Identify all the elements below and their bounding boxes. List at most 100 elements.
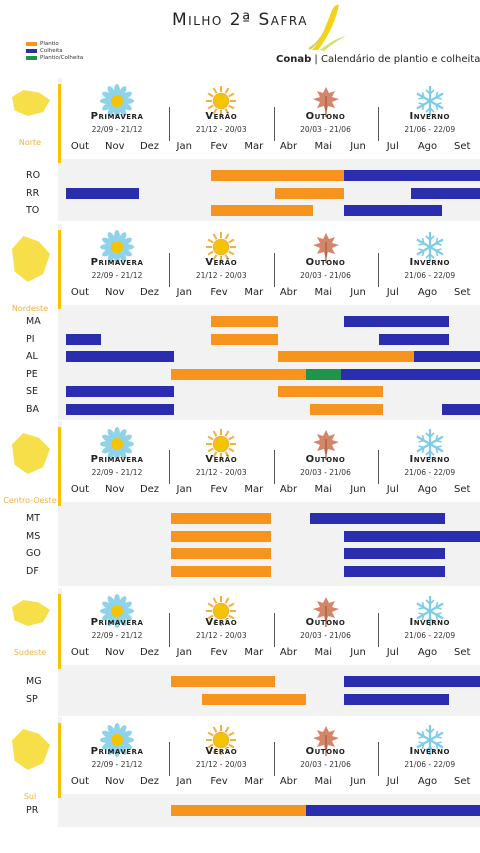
season-name: Inverno: [409, 454, 450, 465]
bar-colheita: [344, 548, 446, 559]
season-name: Outono: [305, 746, 346, 757]
header: Milho 2ª Safra Plantio Colheita Plantio/Co…: [0, 0, 480, 80]
divider: [58, 427, 61, 506]
state-row: SE: [0, 386, 480, 398]
month-label: Ago: [417, 647, 438, 658]
snowflake-icon: [416, 429, 444, 459]
month-label: Nov: [104, 776, 125, 787]
season-divider: [273, 450, 275, 484]
legend-item: Colheita: [26, 47, 83, 54]
state-label: SP: [26, 693, 38, 705]
season-name: Primavera: [90, 111, 144, 122]
region-panel: Sul: [0, 717, 58, 827]
divider: [58, 84, 61, 163]
month-label: Jul: [386, 141, 399, 152]
month-label: Ago: [417, 141, 438, 152]
bar-plantio: [170, 805, 307, 816]
season-dates: 21/06 - 22/09: [404, 760, 456, 769]
page-subtitle: Conab | Calendário de plantio e colheita: [276, 54, 480, 65]
season-dates: 21/06 - 22/09: [404, 271, 456, 280]
flower-icon: [100, 427, 134, 461]
month-label: Jun: [350, 141, 366, 152]
bar-plantio: [170, 513, 272, 524]
bar-plantio-colheita: [306, 368, 341, 380]
map-sudeste-icon: [12, 600, 50, 626]
season-dates: 20/03 - 21/06: [300, 271, 351, 280]
flower-icon: [100, 230, 134, 264]
legend-label: Plantio: [40, 40, 59, 47]
month-label: Set: [454, 776, 471, 787]
season-dates: 21/12 - 20/03: [195, 125, 247, 134]
season-name: Verão: [205, 111, 238, 122]
season-name: Inverno: [409, 617, 450, 628]
season-name: Outono: [305, 257, 346, 268]
month-label: Mai: [314, 776, 333, 787]
season-name: Verão: [205, 257, 238, 268]
legend-item: Plantio/Colheita: [26, 54, 83, 61]
month-label: Abr: [279, 287, 298, 298]
month-label: Dez: [139, 484, 160, 495]
map-norte-icon: [12, 90, 50, 116]
state-row: PR: [0, 805, 480, 817]
month-label: Set: [454, 647, 471, 658]
season-panel: Primavera 22/09 - 21/12 Verão 21/12 - 20/03…: [62, 224, 480, 305]
season-dates: 22/09 - 21/12: [91, 760, 143, 769]
season-divider: [169, 253, 171, 287]
season-dates: 21/12 - 20/03: [195, 631, 247, 640]
month-label: Abr: [279, 484, 298, 495]
season-divider: [377, 450, 379, 484]
season-divider: [169, 742, 171, 776]
legend: Plantio Colheita Plantio/Colheita: [26, 40, 83, 61]
month-label: Jun: [350, 776, 366, 787]
state-label: GO: [26, 548, 41, 559]
bar-colheita: [66, 333, 102, 345]
bar-colheita: [344, 676, 480, 687]
bar-colheita: [66, 386, 175, 397]
bar-colheita: [410, 187, 480, 199]
season-dates: 22/09 - 21/12: [91, 468, 143, 477]
state-row: RR: [0, 187, 480, 200]
region-panel: Norte: [0, 78, 58, 221]
season-divider: [377, 253, 379, 287]
season-dates: 21/12 - 20/03: [195, 468, 247, 477]
month-label: Mar: [244, 141, 264, 152]
state-row: BA: [0, 403, 480, 416]
season-name: Verão: [205, 454, 238, 465]
state-label: MG: [26, 676, 42, 687]
season-dates: 22/09 - 21/12: [91, 271, 143, 280]
season-divider: [273, 742, 275, 776]
region-panel: Centro-Oeste: [0, 421, 58, 586]
flower-icon: [100, 594, 134, 628]
season-name: Outono: [305, 454, 346, 465]
state-label: PR: [26, 805, 39, 816]
bar-colheita: [344, 530, 480, 542]
state-label: RO: [26, 170, 41, 181]
month-label: Fev: [210, 287, 228, 298]
month-label: Abr: [279, 141, 298, 152]
region-name: Sul: [23, 792, 37, 801]
bar-colheita: [66, 351, 175, 362]
bar-plantio: [202, 693, 307, 705]
season-divider: [273, 107, 275, 141]
state-label: MA: [26, 316, 41, 327]
flower-icon: [100, 84, 134, 118]
bar-plantio: [278, 386, 383, 397]
month-label: Nov: [104, 484, 125, 495]
month-label: Nov: [104, 647, 125, 658]
season-dates: 20/03 - 21/06: [300, 468, 351, 477]
state-label: MS: [26, 530, 41, 542]
bar-plantio: [309, 403, 383, 415]
divider: [58, 594, 61, 669]
sun-icon: [206, 725, 237, 755]
season-divider: [377, 742, 379, 776]
sun-icon: [206, 596, 237, 626]
leaf-icon: [312, 726, 339, 756]
snowflake-icon: [416, 232, 444, 262]
state-row: GO: [0, 548, 480, 560]
month-label: Ago: [417, 287, 438, 298]
month-label: Set: [454, 484, 471, 495]
bar-colheita: [344, 693, 449, 705]
state-label: DF: [26, 565, 39, 577]
month-label: Out: [70, 141, 90, 152]
snowflake-icon: [416, 725, 444, 755]
